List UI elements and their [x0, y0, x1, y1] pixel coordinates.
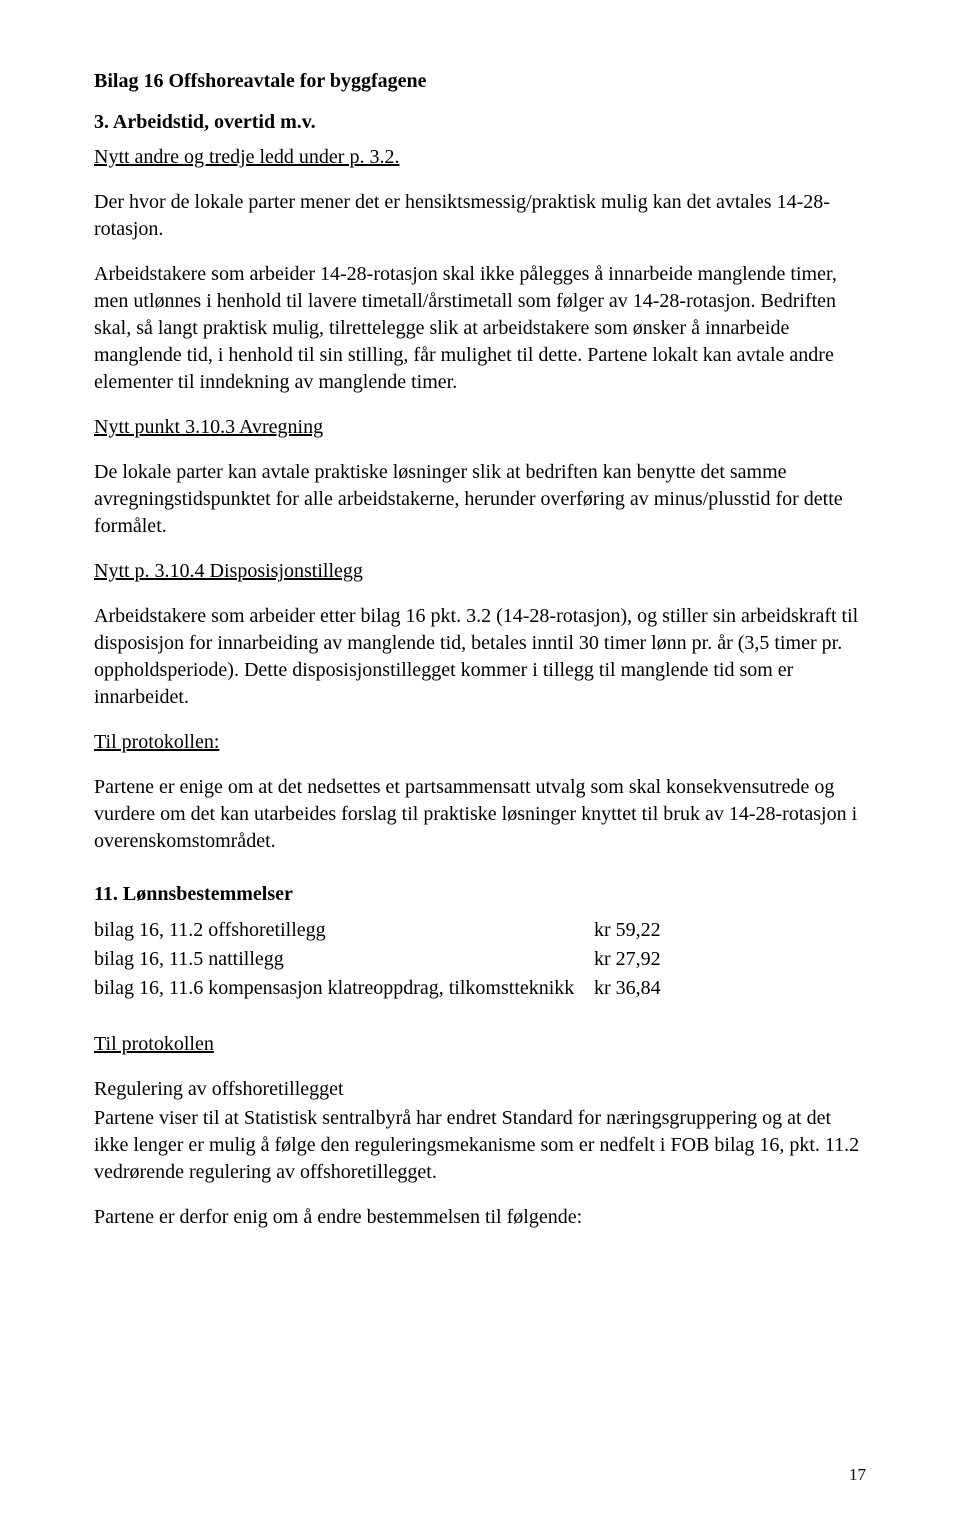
- table-cell-label: bilag 16, 11.5 nattillegg: [94, 945, 594, 974]
- table-cell-value: kr 36,84: [594, 974, 694, 1003]
- section-3-heading: 3. Arbeidstid, overtid m.v.: [94, 111, 866, 134]
- table-row: bilag 16, 11.6 kompensasjon klatreoppdra…: [94, 974, 694, 1003]
- section-11-heading: 11. Lønnsbestemmelser: [94, 883, 866, 906]
- section-3-sub3-heading: Nytt p. 3.10.4 Disposisjonstillegg: [94, 558, 866, 585]
- table-cell-label: bilag 16, 11.6 kompensasjon klatreoppdra…: [94, 974, 594, 1003]
- table-row: bilag 16, 11.5 nattillegg kr 27,92: [94, 945, 694, 974]
- section-3-p1: Der hvor de lokale parter mener det er h…: [94, 189, 866, 243]
- section-3-sub1-heading: Nytt andre og tredje ledd under p. 3.2.: [94, 144, 866, 171]
- section-11-sub-heading: Til protokollen: [94, 1031, 866, 1058]
- document-page: Bilag 16 Offshoreavtale for byggfagene 3…: [0, 0, 960, 1515]
- section-3-sub2-heading: Nytt punkt 3.10.3 Avregning: [94, 414, 866, 441]
- page-title: Bilag 16 Offshoreavtale for byggfagene: [94, 70, 866, 93]
- section-11-sub2: Regulering av offshoretillegget: [94, 1076, 866, 1103]
- table-row: bilag 16, 11.2 offshoretillegg kr 59,22: [94, 916, 694, 945]
- section-11-p1: Partene viser til at Statistisk sentralb…: [94, 1105, 866, 1186]
- section-3-p5: Partene er enige om at det nedsettes et …: [94, 774, 866, 855]
- section-3-p3: De lokale parter kan avtale praktiske lø…: [94, 459, 866, 540]
- table-cell-value: kr 27,92: [594, 945, 694, 974]
- section-3-p4: Arbeidstakere som arbeider etter bilag 1…: [94, 603, 866, 711]
- wage-table: bilag 16, 11.2 offshoretillegg kr 59,22 …: [94, 916, 694, 1003]
- page-number: 17: [849, 1465, 866, 1485]
- table-cell-value: kr 59,22: [594, 916, 694, 945]
- section-3-p2: Arbeidstakere som arbeider 14-28-rotasjo…: [94, 261, 866, 396]
- section-3-sub4-heading: Til protokollen:: [94, 729, 866, 756]
- section-11-p2: Partene er derfor enig om å endre bestem…: [94, 1204, 866, 1231]
- table-cell-label: bilag 16, 11.2 offshoretillegg: [94, 916, 594, 945]
